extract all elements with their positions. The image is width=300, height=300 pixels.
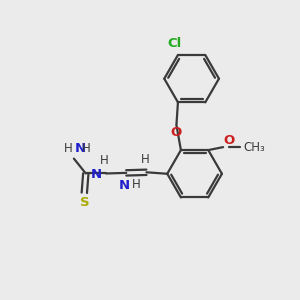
Text: N: N bbox=[119, 179, 130, 192]
Text: S: S bbox=[80, 196, 89, 209]
Text: H: H bbox=[141, 153, 149, 166]
Text: H: H bbox=[64, 142, 72, 155]
Text: N: N bbox=[74, 142, 86, 155]
Text: CH₃: CH₃ bbox=[243, 141, 265, 154]
Text: N: N bbox=[90, 169, 102, 182]
Text: Cl: Cl bbox=[167, 37, 182, 50]
Text: O: O bbox=[171, 126, 182, 139]
Text: H: H bbox=[82, 142, 91, 155]
Text: H: H bbox=[100, 154, 109, 167]
Text: O: O bbox=[224, 134, 235, 146]
Text: H: H bbox=[132, 178, 140, 191]
